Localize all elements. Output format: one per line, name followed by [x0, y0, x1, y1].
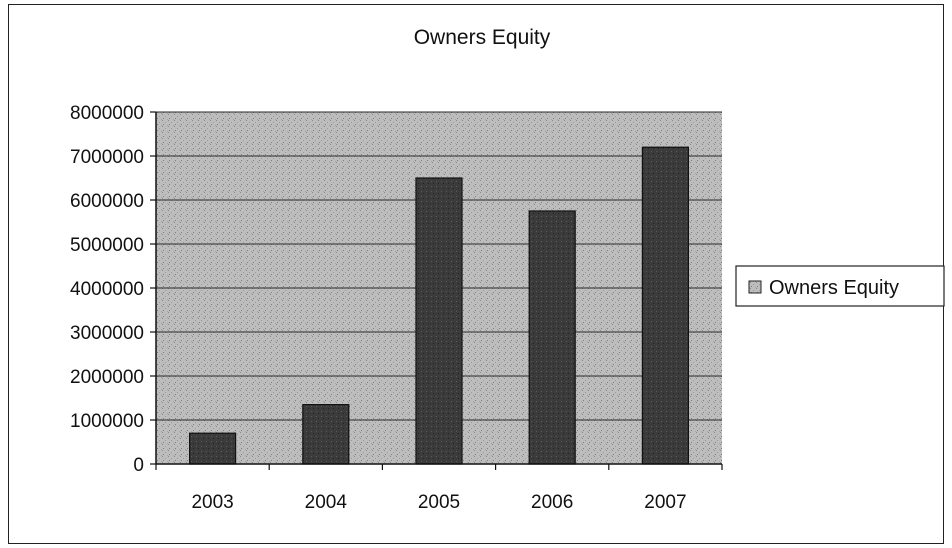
y-tick-label: 5000000	[70, 235, 144, 256]
y-tick-label: 4000000	[70, 279, 144, 300]
x-axis-ticks: 2003 2004 2005 2006 2007	[155, 464, 723, 513]
x-tick-label: 2007	[644, 492, 686, 513]
y-tick-label: 2000000	[70, 367, 144, 388]
x-tick-label: 2005	[418, 492, 460, 513]
bar-2003	[189, 432, 237, 465]
legend-label: Owners Equity	[769, 277, 899, 299]
y-tick-label: 6000000	[70, 191, 144, 212]
x-tick-label: 2006	[531, 492, 573, 513]
y-tick-label: 3000000	[70, 323, 144, 344]
y-tick-label: 8000000	[70, 103, 144, 124]
bar-2006	[528, 210, 576, 465]
chart-title: Owners Equity	[414, 26, 551, 49]
y-tick-label: 1000000	[70, 411, 144, 432]
legend-box	[735, 265, 945, 307]
y-tick-label: 7000000	[70, 147, 144, 168]
legend: Owners Equity	[735, 265, 945, 307]
bar-2005	[415, 177, 463, 465]
x-tick-label: 2004	[305, 492, 348, 513]
y-axis-ticks: 0 1000000 2000000 3000000 4000000 5000000 6000…	[70, 103, 156, 476]
y-tick-label: 0	[133, 455, 144, 476]
legend-swatch	[748, 280, 762, 294]
bar-2004	[302, 404, 350, 465]
bars	[189, 146, 690, 465]
bar-2007	[641, 146, 690, 465]
x-tick-label: 2003	[191, 492, 233, 513]
